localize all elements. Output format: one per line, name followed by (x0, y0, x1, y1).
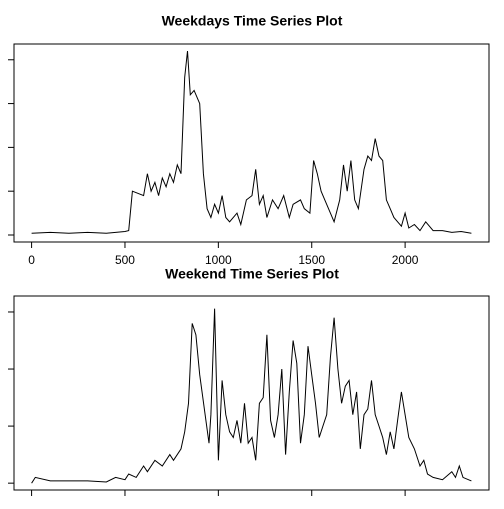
x-tick-label: 1000 (205, 253, 232, 267)
plot-frame (13, 43, 490, 243)
x-tick-label: 2000 (392, 253, 419, 267)
chart-title: Weekend Time Series Plot (165, 266, 339, 282)
x-tick-label: 500 (115, 253, 135, 267)
data-line (31, 50, 472, 234)
data-line (31, 308, 472, 484)
plot-frame (13, 295, 490, 491)
x-tick-label: 0 (28, 253, 35, 267)
chart-title: Weekdays Time Series Plot (162, 13, 343, 29)
x-tick-label: 1500 (298, 253, 325, 267)
